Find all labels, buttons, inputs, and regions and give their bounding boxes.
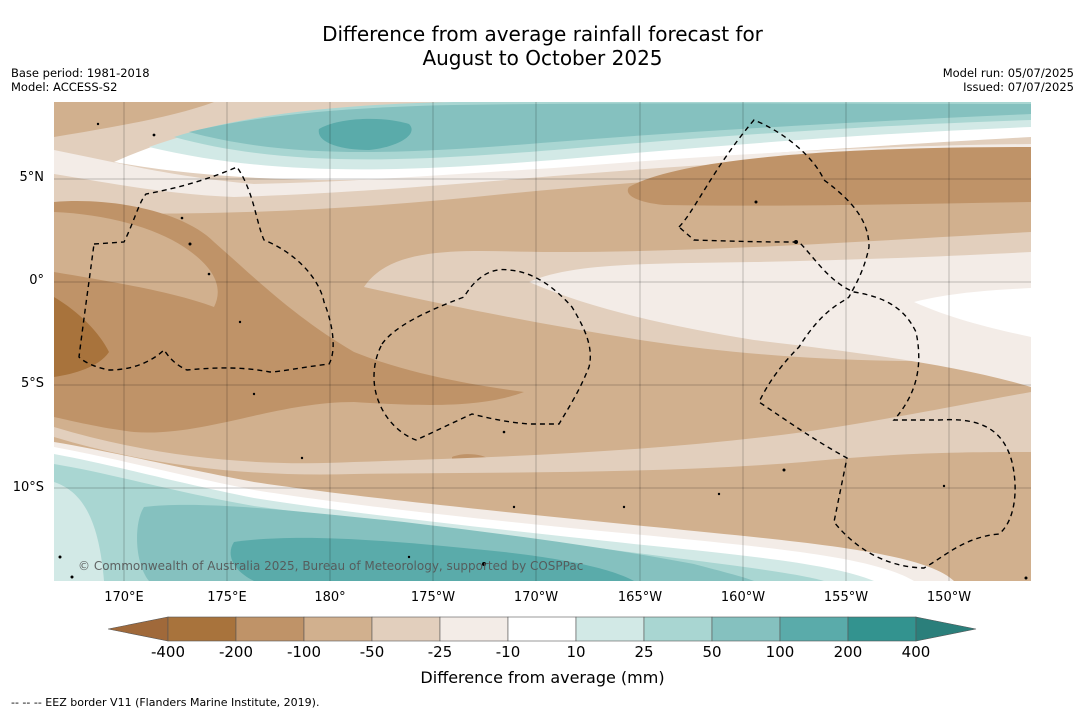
lat-label-5s: 5°S: [20, 376, 44, 391]
colorbar-bin-n10: [507, 616, 577, 642]
south-wet-200: [230, 537, 634, 581]
copyright-notice: © Commonwealth of Australia 2025, Bureau…: [78, 559, 584, 573]
base-period: Base period: 1981-2018: [11, 66, 150, 80]
title-line-2: August to October 2025: [422, 46, 663, 70]
lon-label-170e: 170°E: [104, 590, 144, 605]
lon-label-150w: 150°W: [926, 590, 972, 605]
eez-central: [373, 268, 591, 441]
colorbar-tick: -25: [427, 643, 453, 661]
lon-label-175e: 175°E: [207, 590, 247, 605]
colorbar-bin-p25: [643, 616, 713, 642]
colorbar-extend-high: [915, 616, 977, 642]
meta-right: Model run: 05/07/2025 Issued: 07/07/2025: [943, 66, 1074, 94]
lon-label-160w: 160°W: [720, 590, 766, 605]
colorbar: [108, 616, 977, 642]
colorbar-tick: 100: [765, 643, 795, 661]
lat-label-0: 0°: [29, 273, 44, 288]
eez-west: [78, 166, 334, 373]
lon-label-165w: 165°W: [617, 590, 663, 605]
colorbar-bin-n25: [439, 616, 509, 642]
colorbar-tick: 400: [901, 643, 931, 661]
rainfall-map: [54, 102, 1031, 581]
colorbar-extend-low: [108, 616, 169, 642]
title-line-1: Difference from average rainfall forecas…: [322, 22, 763, 46]
colorbar-bin-n100: [303, 616, 373, 642]
west-dry-200-patch: [54, 212, 218, 307]
colorbar-tick: -50: [359, 643, 385, 661]
colorbar-bin-p10: [575, 616, 645, 642]
colorbar-tick: -400: [150, 643, 186, 661]
colorbar-tick: -100: [286, 643, 322, 661]
colorbar-bin-p50: [711, 616, 781, 642]
lon-label-170w: 170°W: [513, 590, 559, 605]
lon-label-180: 180°: [314, 590, 346, 605]
meta-left: Base period: 1981-2018 Model: ACCESS-S2: [11, 66, 150, 94]
lon-label-155w: 155°W: [823, 590, 869, 605]
lon-label-175w: 175°W: [410, 590, 456, 605]
north-dry-corner: [54, 102, 214, 137]
colorbar-bin-n400: [167, 616, 237, 642]
colorbar-tick: -10: [495, 643, 521, 661]
colorbar-bin-p200: [847, 616, 917, 642]
eez-east-north: [677, 119, 1016, 569]
footnote: -- -- -- EEZ border V11 (Flanders Marine…: [11, 696, 320, 709]
colorbar-tick: 10: [566, 643, 586, 661]
colorbar-tick: 50: [702, 643, 722, 661]
model-run: Model run: 05/07/2025: [942, 66, 1074, 80]
equator-pale-25: [529, 252, 1031, 387]
colorbar-bin-n50: [371, 616, 441, 642]
colorbar-tick: 25: [634, 643, 654, 661]
colorbar-tick: -200: [218, 643, 254, 661]
eez-borders: [78, 119, 1016, 569]
lat-label-10s: 10°S: [12, 480, 44, 495]
graticule: [54, 102, 1031, 581]
colorbar-label: Difference from average (mm): [420, 668, 665, 687]
equator-white: [914, 288, 1031, 337]
colorbar-tick: 200: [833, 643, 863, 661]
colorbar-bin-n200: [235, 616, 305, 642]
islands: [58, 122, 1028, 580]
page-title: Difference from average rainfall forecas…: [0, 22, 1085, 70]
lat-label-5n: 5°N: [19, 170, 45, 185]
model-name: Model: ACCESS-S2: [11, 80, 118, 94]
north-wet-200: [318, 118, 412, 150]
colorbar-bin-p100: [779, 616, 849, 642]
south-wet-corner: [54, 482, 104, 581]
issued-date: Issued: 07/07/2025: [963, 80, 1074, 94]
northeast-dry-200: [627, 147, 1031, 206]
